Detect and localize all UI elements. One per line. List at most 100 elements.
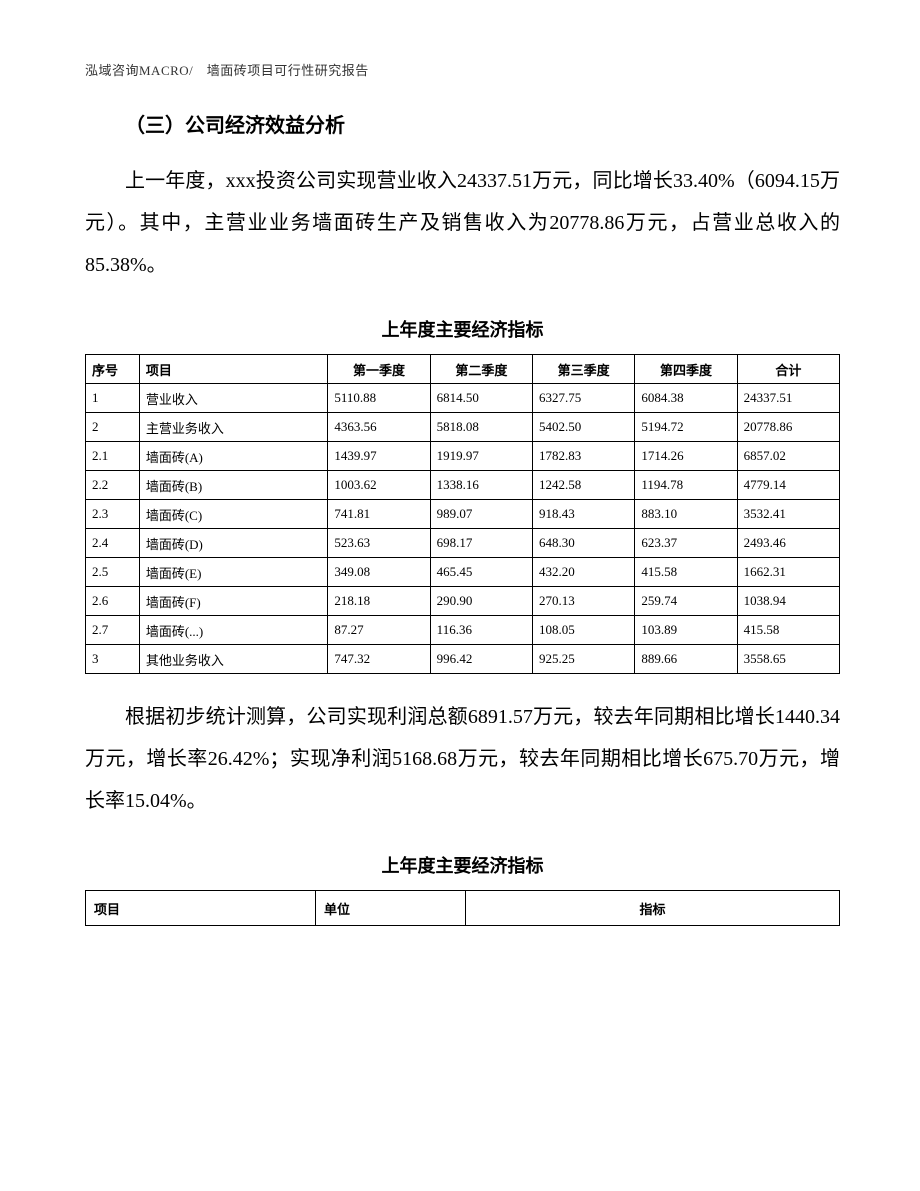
cell-q3: 108.05 <box>533 616 635 645</box>
cell-q4: 1194.78 <box>635 471 737 500</box>
cell-q3: 6327.75 <box>533 384 635 413</box>
cell-seq: 3 <box>86 645 140 674</box>
cell-q1: 741.81 <box>328 500 430 529</box>
table-row: 2.4 墙面砖(D) 523.63 698.17 648.30 623.37 2… <box>86 529 840 558</box>
col-q2: 第二季度 <box>430 355 532 384</box>
cell-q4: 1714.26 <box>635 442 737 471</box>
cell-item: 墙面砖(E) <box>139 558 328 587</box>
table-row: 2.1 墙面砖(A) 1439.97 1919.97 1782.83 1714.… <box>86 442 840 471</box>
table-row: 2.5 墙面砖(E) 349.08 465.45 432.20 415.58 1… <box>86 558 840 587</box>
col-q3: 第三季度 <box>533 355 635 384</box>
cell-item: 墙面砖(D) <box>139 529 328 558</box>
cell-q2: 6814.50 <box>430 384 532 413</box>
cell-q2: 996.42 <box>430 645 532 674</box>
col-item: 项目 <box>139 355 328 384</box>
cell-seq: 2.1 <box>86 442 140 471</box>
cell-q1: 87.27 <box>328 616 430 645</box>
cell-q2: 116.36 <box>430 616 532 645</box>
cell-total: 3558.65 <box>737 645 839 674</box>
table-header-row: 序号 项目 第一季度 第二季度 第三季度 第四季度 合计 <box>86 355 840 384</box>
table-2-title: 上年度主要经济指标 <box>85 852 840 878</box>
cell-q4: 415.58 <box>635 558 737 587</box>
cell-q3: 432.20 <box>533 558 635 587</box>
table-1-body: 1 营业收入 5110.88 6814.50 6327.75 6084.38 2… <box>86 384 840 674</box>
cell-q1: 4363.56 <box>328 413 430 442</box>
cell-seq: 2.4 <box>86 529 140 558</box>
cell-item: 其他业务收入 <box>139 645 328 674</box>
cell-q4: 6084.38 <box>635 384 737 413</box>
cell-item: 墙面砖(A) <box>139 442 328 471</box>
cell-total: 3532.41 <box>737 500 839 529</box>
cell-q2: 290.90 <box>430 587 532 616</box>
economic-indicators-table-2: 项目 单位 指标 <box>85 890 840 926</box>
col-project: 项目 <box>86 891 316 926</box>
cell-q4: 103.89 <box>635 616 737 645</box>
cell-seq: 2.6 <box>86 587 140 616</box>
col-total: 合计 <box>737 355 839 384</box>
section-title: （三）公司经济效益分析 <box>85 109 840 138</box>
table-row: 2.3 墙面砖(C) 741.81 989.07 918.43 883.10 3… <box>86 500 840 529</box>
cell-seq: 1 <box>86 384 140 413</box>
paragraph-2: 根据初步统计测算，公司实现利润总额6891.57万元，较去年同期相比增长1440… <box>85 696 840 822</box>
cell-total: 24337.51 <box>737 384 839 413</box>
cell-item: 墙面砖(...) <box>139 616 328 645</box>
cell-q2: 465.45 <box>430 558 532 587</box>
page-header: 泓域咨询MACRO/ 墙面砖项目可行性研究报告 <box>85 60 840 79</box>
cell-item: 墙面砖(B) <box>139 471 328 500</box>
cell-q2: 698.17 <box>430 529 532 558</box>
table-1-title: 上年度主要经济指标 <box>85 316 840 342</box>
cell-total: 1662.31 <box>737 558 839 587</box>
cell-item: 墙面砖(F) <box>139 587 328 616</box>
cell-q3: 270.13 <box>533 587 635 616</box>
col-unit: 单位 <box>316 891 466 926</box>
cell-seq: 2.3 <box>86 500 140 529</box>
cell-q1: 1439.97 <box>328 442 430 471</box>
cell-seq: 2.2 <box>86 471 140 500</box>
paragraph-1: 上一年度，xxx投资公司实现营业收入24337.51万元，同比增长33.40%（… <box>85 160 840 286</box>
cell-total: 415.58 <box>737 616 839 645</box>
cell-q3: 1782.83 <box>533 442 635 471</box>
cell-item: 墙面砖(C) <box>139 500 328 529</box>
cell-q4: 889.66 <box>635 645 737 674</box>
cell-q4: 259.74 <box>635 587 737 616</box>
table-row: 1 营业收入 5110.88 6814.50 6327.75 6084.38 2… <box>86 384 840 413</box>
cell-q1: 747.32 <box>328 645 430 674</box>
cell-q1: 523.63 <box>328 529 430 558</box>
col-q4: 第四季度 <box>635 355 737 384</box>
table-header-row: 项目 单位 指标 <box>86 891 840 926</box>
cell-total: 1038.94 <box>737 587 839 616</box>
cell-seq: 2.5 <box>86 558 140 587</box>
cell-q2: 989.07 <box>430 500 532 529</box>
cell-q4: 883.10 <box>635 500 737 529</box>
cell-q4: 5194.72 <box>635 413 737 442</box>
cell-q3: 648.30 <box>533 529 635 558</box>
cell-q1: 218.18 <box>328 587 430 616</box>
cell-total: 2493.46 <box>737 529 839 558</box>
col-metric: 指标 <box>466 891 840 926</box>
cell-total: 20778.86 <box>737 413 839 442</box>
cell-q1: 5110.88 <box>328 384 430 413</box>
cell-item: 主营业务收入 <box>139 413 328 442</box>
cell-seq: 2 <box>86 413 140 442</box>
col-q1: 第一季度 <box>328 355 430 384</box>
table-row: 2.7 墙面砖(...) 87.27 116.36 108.05 103.89 … <box>86 616 840 645</box>
table-row: 3 其他业务收入 747.32 996.42 925.25 889.66 355… <box>86 645 840 674</box>
cell-q3: 925.25 <box>533 645 635 674</box>
cell-q4: 623.37 <box>635 529 737 558</box>
cell-q2: 5818.08 <box>430 413 532 442</box>
cell-total: 4779.14 <box>737 471 839 500</box>
table-row: 2 主营业务收入 4363.56 5818.08 5402.50 5194.72… <box>86 413 840 442</box>
cell-total: 6857.02 <box>737 442 839 471</box>
cell-item: 营业收入 <box>139 384 328 413</box>
cell-q3: 918.43 <box>533 500 635 529</box>
document-page: 泓域咨询MACRO/ 墙面砖项目可行性研究报告 （三）公司经济效益分析 上一年度… <box>0 0 920 1191</box>
cell-q1: 1003.62 <box>328 471 430 500</box>
cell-q1: 349.08 <box>328 558 430 587</box>
economic-indicators-table-1: 序号 项目 第一季度 第二季度 第三季度 第四季度 合计 1 营业收入 5110… <box>85 354 840 674</box>
cell-q3: 1242.58 <box>533 471 635 500</box>
cell-q2: 1338.16 <box>430 471 532 500</box>
cell-seq: 2.7 <box>86 616 140 645</box>
table-row: 2.6 墙面砖(F) 218.18 290.90 270.13 259.74 1… <box>86 587 840 616</box>
cell-q3: 5402.50 <box>533 413 635 442</box>
cell-q2: 1919.97 <box>430 442 532 471</box>
